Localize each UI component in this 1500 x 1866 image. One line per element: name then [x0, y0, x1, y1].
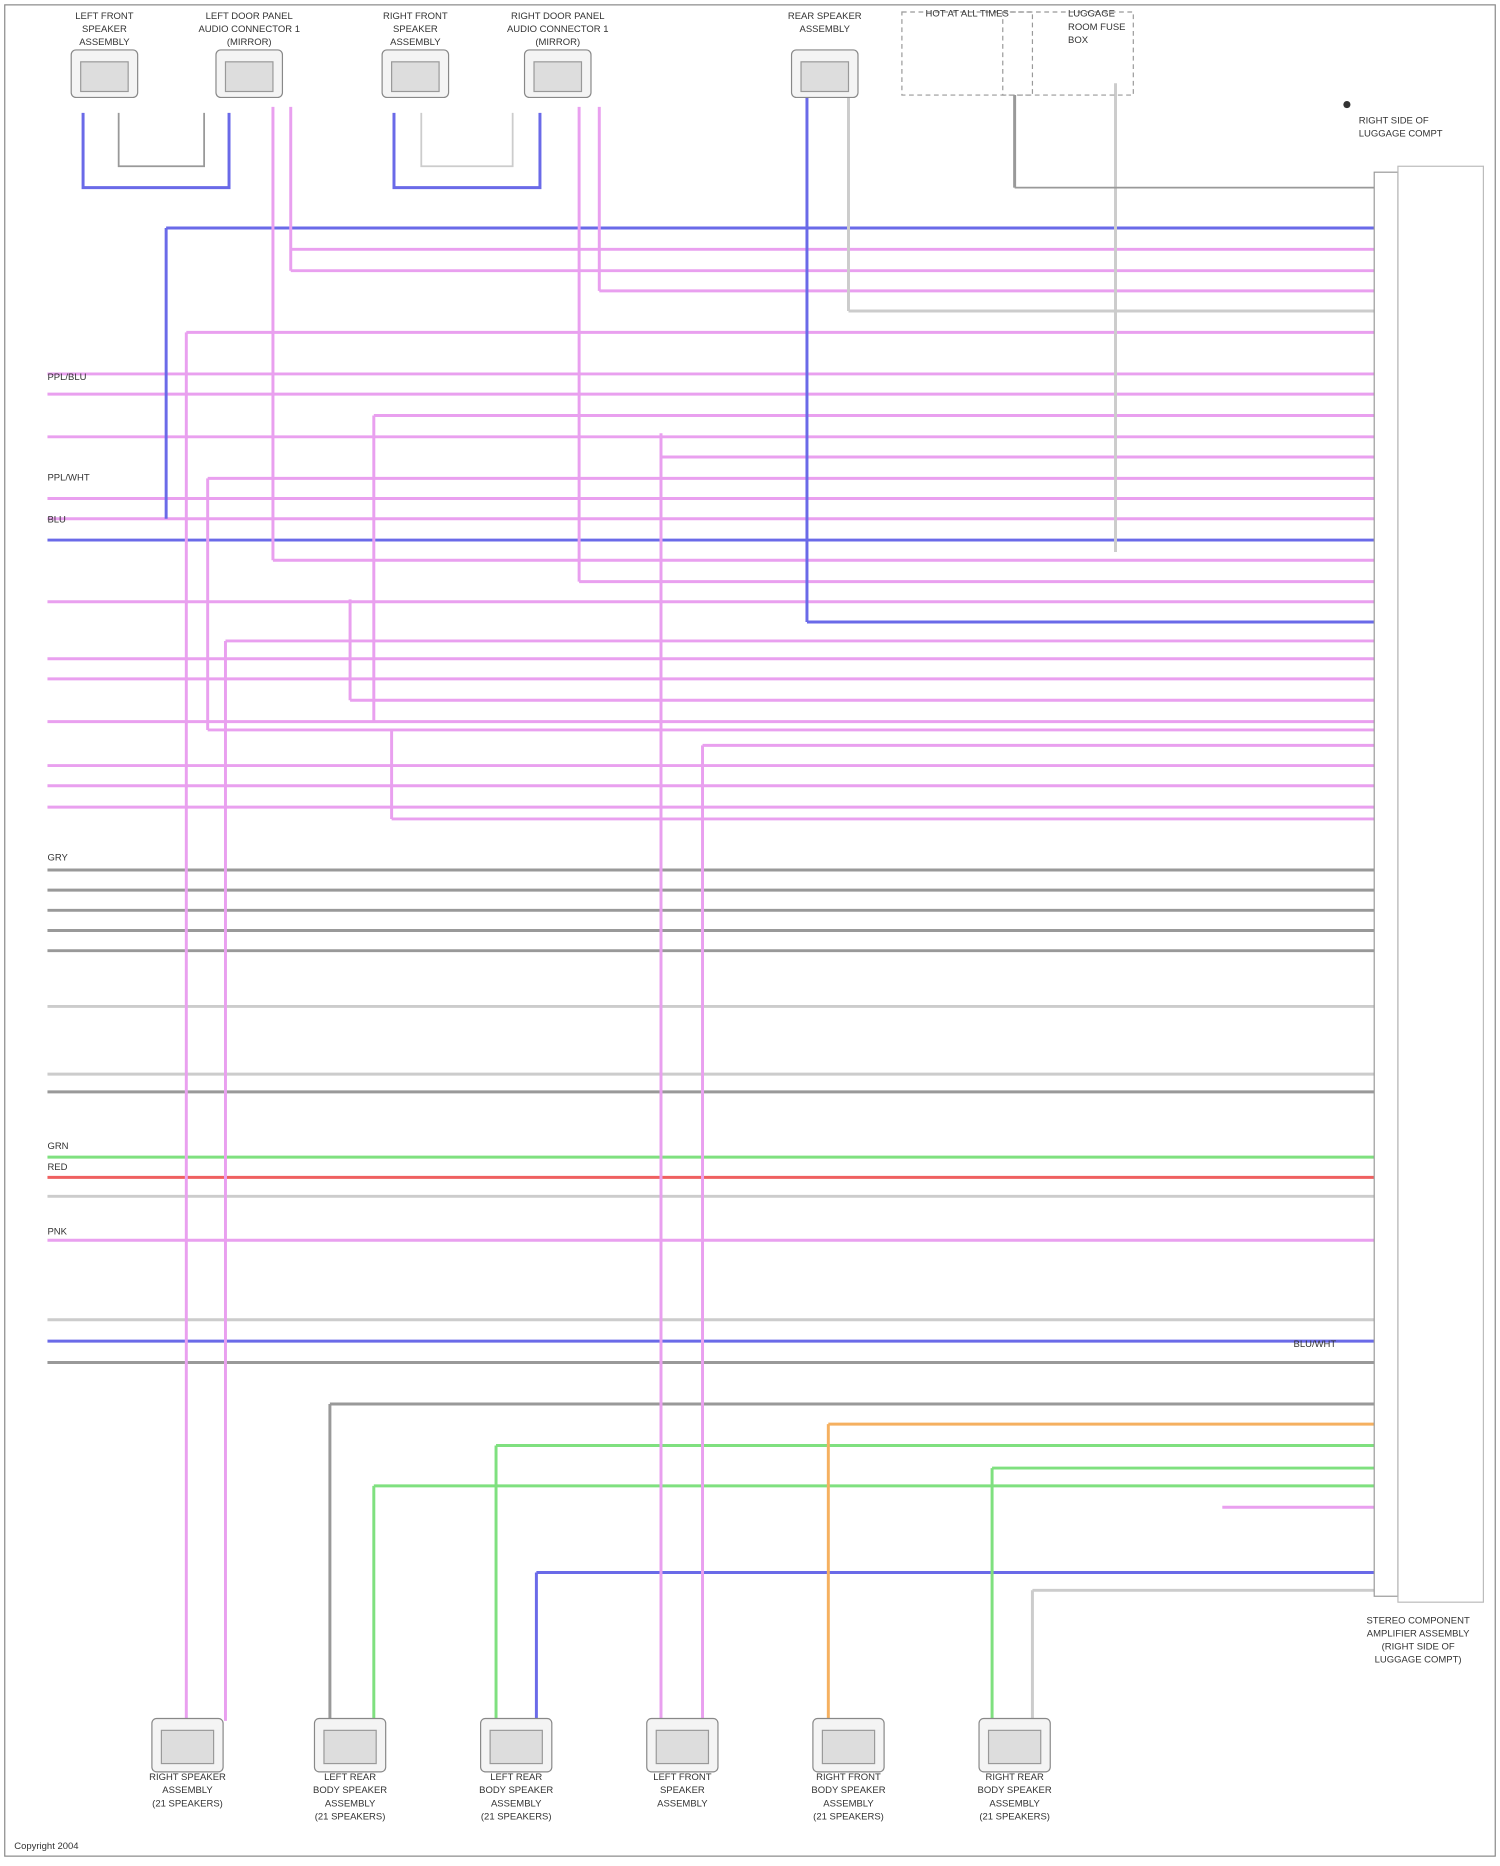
component-label: SPEAKER — [82, 24, 127, 35]
component-label: RIGHT DOOR PANEL — [511, 11, 604, 22]
component-label: ASSEMBLY — [390, 37, 441, 48]
component-label: LEFT REAR — [490, 1772, 542, 1783]
connector-inner — [391, 61, 440, 93]
component-label: LEFT REAR — [324, 1772, 376, 1783]
component-label: ASSEMBLY — [989, 1798, 1040, 1809]
wire — [392, 112, 542, 190]
component-label: SPEAKER — [393, 24, 438, 35]
connector-inner — [800, 61, 850, 93]
component-label: ASSEMBLY — [491, 1798, 542, 1809]
wire-label: GRY — [47, 852, 68, 863]
component-label: STEREO COMPONENT — [1366, 1616, 1469, 1627]
component-label: ASSEMBLY — [162, 1785, 213, 1796]
wire-label: GRN — [47, 1141, 68, 1152]
component-label: (MIRROR) — [227, 37, 272, 48]
footer: Copyright 2004 — [14, 1841, 78, 1852]
fuse-box — [901, 11, 1034, 96]
component-label: RIGHT SIDE OF — [1359, 116, 1429, 127]
wire — [420, 112, 514, 168]
component-label: (21 SPEAKERS) — [813, 1811, 884, 1822]
component-label: ASSEMBLY — [800, 24, 851, 35]
amplifier-connector — [1373, 171, 1399, 1597]
fuse-box — [1002, 11, 1134, 96]
component-label: BODY SPEAKER — [313, 1785, 387, 1796]
component-label: REAR SPEAKER — [788, 11, 862, 22]
component-label: HOT AT ALL TIMES — [926, 9, 1009, 20]
component-label: RIGHT FRONT — [816, 1772, 881, 1783]
component-label: LEFT FRONT — [75, 11, 134, 22]
component-label: ASSEMBLY — [823, 1798, 874, 1809]
wire-label: PPL/WHT — [47, 473, 89, 484]
connector-inner — [533, 61, 583, 93]
component-label: RIGHT SPEAKER — [149, 1772, 226, 1783]
wire — [117, 112, 206, 168]
frame — [4, 4, 1496, 1857]
component-label: (21 SPEAKERS) — [315, 1811, 386, 1822]
ground-point — [1343, 100, 1351, 109]
component-label: LUGGAGE COMPT — [1359, 129, 1443, 140]
component-label: ROOM FUSE — [1068, 22, 1125, 33]
component-label: ASSEMBLY — [657, 1798, 708, 1809]
component-label: (RIGHT SIDE OF — [1382, 1642, 1455, 1653]
component-label: AUDIO CONNECTOR 1 — [507, 24, 609, 35]
component-label: AMPLIFIER ASSEMBLY — [1367, 1629, 1470, 1640]
speaker-inner — [821, 1729, 876, 1765]
amplifier-outline — [1397, 165, 1484, 1603]
speaker-inner — [489, 1729, 543, 1765]
component-label: (21 SPEAKERS) — [481, 1811, 552, 1822]
connector-inner — [80, 61, 129, 93]
component-label: (MIRROR) — [535, 37, 580, 48]
component-label: BOX — [1068, 35, 1089, 46]
component-label: RIGHT REAR — [985, 1772, 1043, 1783]
component-label: ASSEMBLY — [79, 37, 130, 48]
wire-label: PPL/BLU — [47, 372, 86, 383]
wire-label: RED — [47, 1162, 67, 1173]
component-label: LEFT FRONT — [653, 1772, 712, 1783]
speaker-inner — [655, 1729, 710, 1765]
component-label: BODY SPEAKER — [811, 1785, 885, 1796]
component-label: AUDIO CONNECTOR 1 — [198, 24, 300, 35]
component-label: (21 SPEAKERS) — [979, 1811, 1050, 1822]
wire-label: PNK — [47, 1226, 67, 1237]
component-label: BODY SPEAKER — [978, 1785, 1052, 1796]
component-label: BODY SPEAKER — [479, 1785, 553, 1796]
wire — [81, 112, 231, 190]
component-label: ASSEMBLY — [325, 1798, 376, 1809]
wire-label: BLU/WHT — [1294, 1339, 1337, 1350]
component-label: (21 SPEAKERS) — [152, 1798, 223, 1809]
speaker-inner — [323, 1729, 377, 1765]
component-label: LEFT DOOR PANEL — [206, 11, 293, 22]
component-label: RIGHT FRONT — [383, 11, 448, 22]
component-label: LUGGAGE COMPT) — [1375, 1655, 1462, 1666]
speaker-inner — [160, 1729, 215, 1765]
wire-label: BLU — [47, 514, 66, 525]
component-label: SPEAKER — [660, 1785, 705, 1796]
connector-inner — [224, 61, 274, 93]
component-label: LUGGAGE — [1068, 9, 1115, 20]
speaker-inner — [987, 1729, 1042, 1765]
